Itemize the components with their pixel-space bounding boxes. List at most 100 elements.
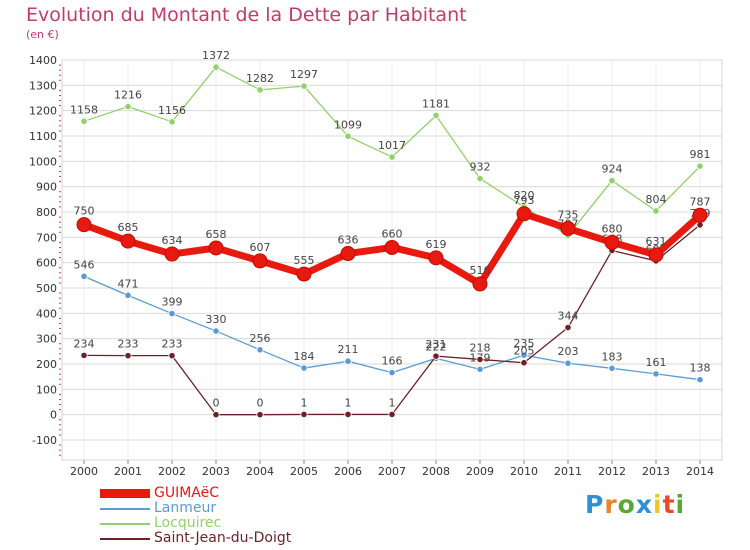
y-tick-label: 600 [36, 257, 57, 270]
data-point [76, 217, 92, 233]
data-label: 183 [602, 350, 623, 363]
data-label: 607 [250, 241, 271, 254]
data-point [164, 246, 180, 262]
data-point [388, 410, 396, 419]
logo-letter: i [675, 490, 686, 519]
legend-label: Locquirec [154, 515, 222, 531]
data-label: 256 [250, 332, 271, 345]
data-point [476, 174, 484, 183]
y-tick-label: 500 [36, 282, 57, 295]
legend-swatch [100, 489, 150, 498]
data-label: 161 [646, 356, 667, 369]
chart-subtitle: (en €) [26, 28, 59, 41]
x-tick-label: 2003 [202, 465, 230, 478]
x-tick-label: 2000 [70, 465, 98, 478]
y-tick-label: 700 [36, 231, 57, 244]
x-tick-label: 2012 [598, 465, 626, 478]
data-label: 1158 [70, 103, 98, 116]
data-point [384, 239, 400, 255]
data-label: 233 [162, 338, 183, 351]
proxiti-logo: Proxiti [585, 490, 685, 519]
data-point [560, 220, 576, 236]
data-point [692, 207, 708, 223]
data-point [696, 376, 704, 384]
data-label: 166 [382, 355, 403, 368]
data-label: 471 [118, 277, 139, 290]
data-label: 932 [470, 161, 491, 174]
data-point [432, 111, 440, 120]
data-label: 330 [206, 313, 227, 326]
y-tick-label: 1300 [29, 79, 57, 92]
data-point [168, 118, 176, 126]
data-label: 1282 [246, 72, 274, 85]
data-label: 138 [690, 362, 711, 375]
data-point [564, 359, 572, 367]
x-tick-label: 2014 [686, 465, 714, 478]
data-label: 981 [690, 148, 711, 161]
data-label: 344 [558, 310, 579, 323]
data-label: 203 [558, 345, 579, 358]
data-point [472, 276, 488, 292]
data-label: 0 [213, 397, 220, 410]
data-point [476, 355, 484, 364]
data-label: 685 [118, 221, 139, 234]
y-tick-label: 0 [50, 409, 57, 422]
x-tick-label: 2013 [642, 465, 670, 478]
y-tick-label: 1000 [29, 155, 57, 168]
data-label: 619 [426, 238, 447, 251]
x-tick-label: 2007 [378, 465, 406, 478]
x-tick-label: 2002 [158, 465, 186, 478]
data-label: 735 [558, 208, 579, 221]
y-tick-label: 1400 [29, 54, 57, 67]
legend-swatch [100, 523, 150, 525]
data-label: 750 [74, 205, 95, 218]
data-point [124, 103, 132, 111]
data-point [428, 250, 444, 266]
data-label: 184 [294, 350, 315, 363]
data-label: 787 [690, 195, 711, 208]
data-point [300, 82, 308, 90]
data-point [212, 411, 220, 419]
data-point [212, 63, 220, 71]
data-point [168, 352, 176, 360]
legend-item: Locquirec [100, 515, 360, 531]
data-label: 218 [470, 341, 491, 354]
x-tick-label: 2010 [510, 465, 538, 478]
y-tick-label: 1200 [29, 105, 57, 118]
data-label: 235 [514, 337, 535, 350]
data-point [432, 352, 440, 360]
legend-item: GUIMAëC [100, 485, 360, 501]
data-point [696, 162, 704, 170]
data-point [652, 370, 660, 378]
data-point [80, 351, 88, 359]
legend-swatch [100, 538, 150, 540]
logo-letter: P [585, 490, 605, 519]
x-tick-label: 2011 [554, 465, 582, 478]
data-point [340, 246, 356, 262]
legend-label: Saint-Jean-du-Doigt [154, 530, 292, 546]
data-point [80, 272, 88, 280]
data-point [388, 153, 396, 161]
data-point [648, 247, 664, 263]
data-point [124, 291, 132, 299]
data-point [344, 132, 352, 140]
data-point [124, 352, 132, 360]
y-tick-label: 1100 [29, 130, 57, 143]
data-label: 211 [338, 343, 359, 356]
y-tick-label: 300 [36, 333, 57, 346]
data-point [296, 266, 312, 282]
data-point [388, 369, 396, 377]
legend-item: Saint-Jean-du-Doigt [100, 530, 360, 546]
x-tick-label: 2005 [290, 465, 318, 478]
x-tick-label: 2001 [114, 465, 142, 478]
data-point [252, 253, 268, 269]
data-label: 680 [602, 222, 623, 235]
data-label: 924 [602, 163, 623, 176]
data-point [476, 365, 484, 373]
data-point [604, 234, 620, 250]
data-label: 1181 [422, 97, 450, 110]
data-point [516, 206, 532, 222]
data-point [300, 410, 308, 419]
